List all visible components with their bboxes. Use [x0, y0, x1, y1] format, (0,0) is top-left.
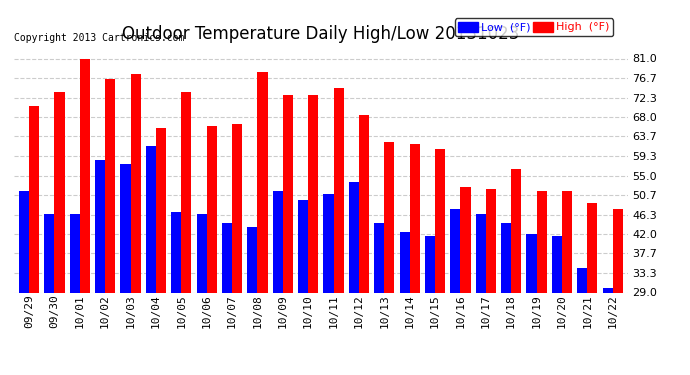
- Bar: [374, 223, 384, 292]
- Bar: [146, 146, 156, 292]
- Bar: [602, 288, 613, 292]
- Bar: [232, 124, 242, 292]
- Bar: [181, 92, 191, 292]
- Bar: [562, 191, 572, 292]
- Text: Copyright 2013 Cartronics.com: Copyright 2013 Cartronics.com: [14, 33, 184, 42]
- Bar: [348, 182, 359, 292]
- Bar: [552, 236, 562, 292]
- Bar: [120, 164, 130, 292]
- Bar: [105, 79, 115, 292]
- Bar: [283, 94, 293, 292]
- Bar: [70, 214, 80, 292]
- Bar: [475, 214, 486, 292]
- Bar: [451, 209, 460, 292]
- Bar: [171, 211, 181, 292]
- Bar: [425, 236, 435, 292]
- Title: Outdoor Temperature Daily High/Low 20131023: Outdoor Temperature Daily High/Low 20131…: [122, 26, 520, 44]
- Bar: [410, 144, 420, 292]
- Bar: [587, 202, 598, 292]
- Bar: [384, 142, 395, 292]
- Bar: [577, 268, 587, 292]
- Bar: [80, 58, 90, 292]
- Bar: [359, 115, 369, 292]
- Bar: [511, 169, 522, 292]
- Bar: [324, 194, 333, 292]
- Bar: [197, 214, 207, 292]
- Legend: Low  (°F), High  (°F): Low (°F), High (°F): [455, 18, 613, 36]
- Bar: [247, 227, 257, 292]
- Bar: [298, 200, 308, 292]
- Bar: [501, 223, 511, 292]
- Bar: [257, 72, 268, 292]
- Bar: [156, 128, 166, 292]
- Bar: [308, 94, 318, 292]
- Bar: [537, 191, 546, 292]
- Bar: [130, 74, 141, 292]
- Bar: [19, 191, 29, 292]
- Bar: [333, 88, 344, 292]
- Bar: [29, 106, 39, 292]
- Bar: [44, 214, 55, 292]
- Bar: [400, 232, 410, 292]
- Bar: [273, 191, 283, 292]
- Bar: [526, 234, 537, 292]
- Bar: [95, 160, 105, 292]
- Bar: [486, 189, 496, 292]
- Bar: [207, 126, 217, 292]
- Bar: [222, 223, 232, 292]
- Bar: [613, 209, 623, 292]
- Bar: [55, 92, 65, 292]
- Bar: [460, 187, 471, 292]
- Bar: [435, 148, 445, 292]
